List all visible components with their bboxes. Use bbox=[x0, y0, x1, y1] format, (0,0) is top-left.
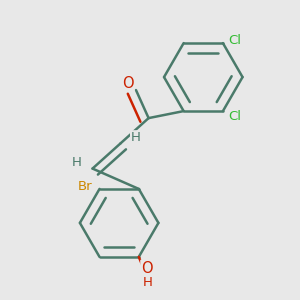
Text: Cl: Cl bbox=[228, 34, 241, 47]
Text: H: H bbox=[72, 157, 82, 169]
Text: Cl: Cl bbox=[228, 110, 241, 123]
Text: H: H bbox=[142, 276, 152, 289]
Text: Br: Br bbox=[78, 180, 93, 193]
Text: O: O bbox=[141, 261, 153, 276]
Text: H: H bbox=[131, 131, 141, 144]
Text: O: O bbox=[122, 76, 134, 91]
